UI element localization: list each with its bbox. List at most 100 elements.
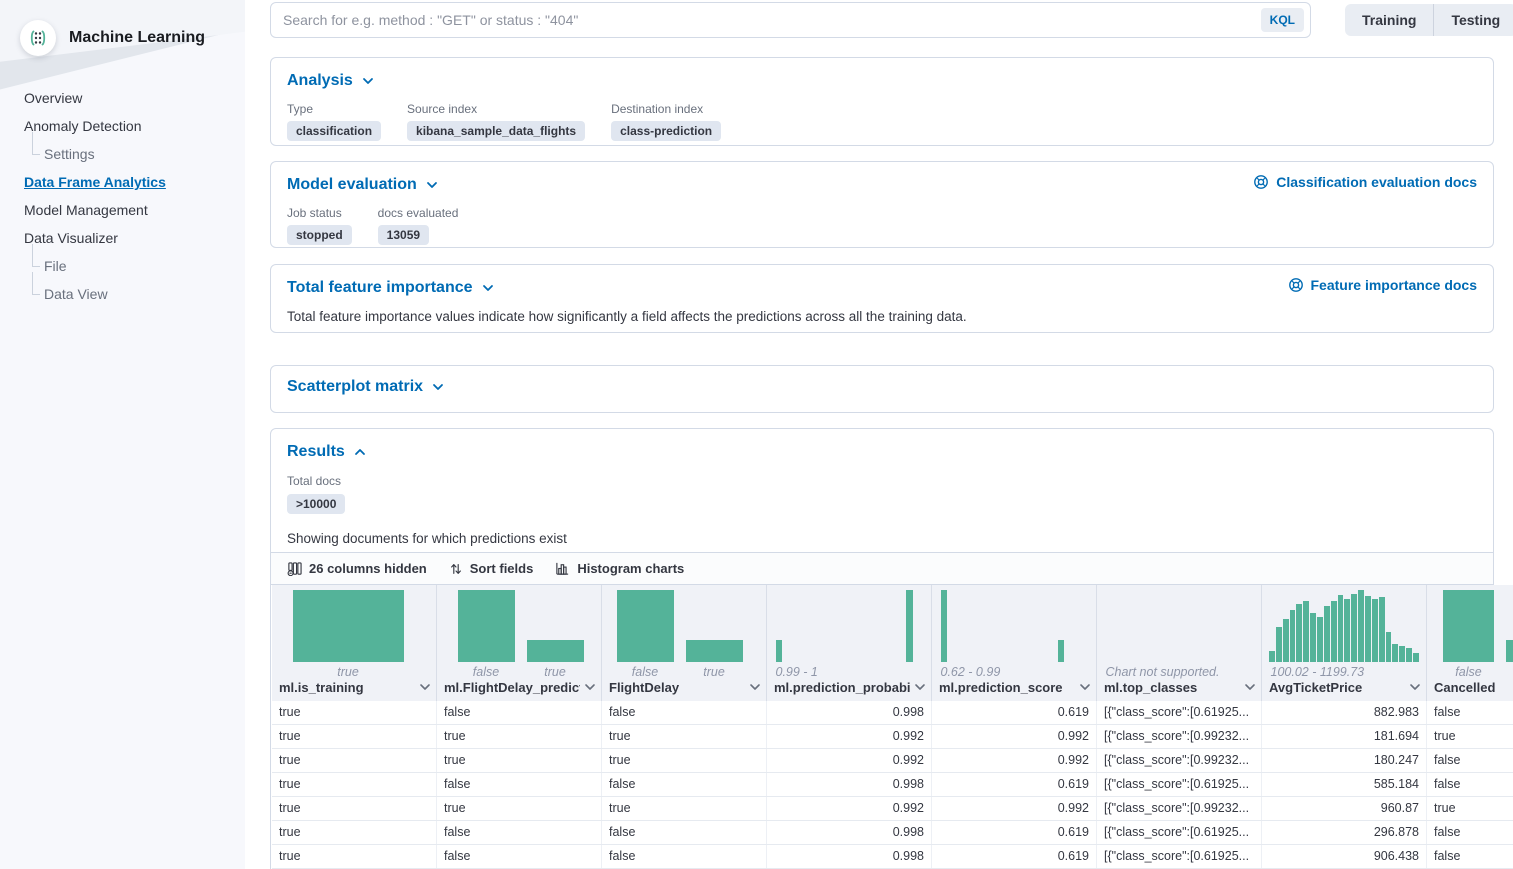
histogram-label: false <box>472 665 500 679</box>
table-cell[interactable]: 0.619 <box>932 845 1097 868</box>
chevron-down-icon <box>426 182 437 188</box>
analysis-accordion-toggle[interactable]: Analysis <box>287 72 374 90</box>
table-cell[interactable]: 0.992 <box>767 725 932 748</box>
table-cell[interactable]: 585.184 <box>1262 773 1427 796</box>
results-accordion-toggle[interactable]: Results <box>287 443 366 461</box>
table-cell[interactable]: 181.694 <box>1262 725 1427 748</box>
sidebar-item-anomaly-detection[interactable]: Anomaly Detection <box>24 118 142 134</box>
table-cell[interactable]: 0.992 <box>767 797 932 820</box>
table-cell[interactable]: false <box>1427 845 1513 868</box>
table-cell[interactable]: [{"class_score":[0.61925... <box>1097 821 1262 844</box>
table-cell[interactable]: false <box>602 821 767 844</box>
table-cell[interactable]: true <box>272 821 437 844</box>
sidebar-item-file[interactable]: File <box>32 244 237 280</box>
column-name-button-ml-is-training[interactable]: ml.is_training <box>279 678 431 696</box>
table-cell[interactable]: 882.983 <box>1262 701 1427 724</box>
histogram-bar <box>906 590 913 662</box>
table-cell[interactable]: 0.998 <box>767 701 932 724</box>
field-docs-evaluated: docs evaluated 13059 <box>377 206 458 245</box>
table-cell[interactable]: true <box>272 701 437 724</box>
table-cell[interactable]: [{"class_score":[0.61925... <box>1097 701 1262 724</box>
column-name-button-ml-flightdelay-predictio[interactable]: ml.FlightDelay_predictio <box>444 678 596 696</box>
column-name-button-flightdelay[interactable]: FlightDelay <box>609 678 761 696</box>
testing-button[interactable]: Testing <box>1433 4 1513 36</box>
table-cell[interactable]: false <box>602 701 767 724</box>
histogram-charts-button[interactable]: Histogram charts <box>547 557 692 580</box>
docs-link-text: Classification evaluation docs <box>1276 174 1477 190</box>
feature-importance-docs-link[interactable]: Feature importance docs <box>1288 277 1477 293</box>
table-cell[interactable]: true <box>437 797 602 820</box>
table-cell[interactable]: true <box>602 797 767 820</box>
field-value-badge: 13059 <box>377 225 430 245</box>
table-cell[interactable]: false <box>437 773 602 796</box>
table-cell[interactable]: 0.619 <box>932 821 1097 844</box>
panel-title-text: Scatterplot matrix <box>287 378 424 395</box>
column-name-button-avgticketprice[interactable]: AvgTicketPrice <box>1269 678 1421 696</box>
table-cell[interactable]: true <box>602 725 767 748</box>
table-cell[interactable]: false <box>437 701 602 724</box>
table-cell[interactable]: [{"class_score":[0.61925... <box>1097 845 1262 868</box>
table-cell[interactable]: 0.992 <box>932 749 1097 772</box>
table-cell[interactable]: [{"class_score":[0.99232... <box>1097 749 1262 772</box>
feature-importance-accordion-toggle[interactable]: Total feature importance <box>287 279 494 297</box>
table-cell[interactable]: false <box>602 773 767 796</box>
field-type: Type classification <box>287 102 382 141</box>
table-cell[interactable]: 0.998 <box>767 845 932 868</box>
table-cell[interactable]: true <box>437 725 602 748</box>
table-cell[interactable]: 0.998 <box>767 821 932 844</box>
table-cell[interactable]: 180.247 <box>1262 749 1427 772</box>
column-histogram <box>279 590 429 662</box>
table-cell[interactable]: 0.619 <box>932 701 1097 724</box>
sidebar-item-model-management[interactable]: Model Management <box>24 202 148 218</box>
table-cell[interactable]: false <box>1427 773 1513 796</box>
table-cell[interactable]: true <box>272 725 437 748</box>
columns-hidden-button[interactable]: 26 columns hidden <box>279 557 435 580</box>
table-cell[interactable]: true <box>437 749 602 772</box>
table-cell[interactable]: 0.619 <box>932 773 1097 796</box>
model-evaluation-accordion-toggle[interactable]: Model evaluation <box>287 176 438 194</box>
table-cell[interactable]: true <box>602 749 767 772</box>
table-cell[interactable]: false <box>602 845 767 868</box>
table-cell[interactable]: true <box>272 773 437 796</box>
table-cell[interactable]: 0.992 <box>767 749 932 772</box>
sidebar-item-data-view[interactable]: Data View <box>32 272 237 308</box>
chevron-down-icon <box>433 384 443 390</box>
table-cell[interactable]: [{"class_score":[0.99232... <box>1097 725 1262 748</box>
table-cell[interactable]: 0.992 <box>932 725 1097 748</box>
table-cell[interactable]: 0.998 <box>767 773 932 796</box>
sidebar-item-overview[interactable]: Overview <box>24 90 83 106</box>
sort-fields-button[interactable]: Sort fields <box>441 557 542 580</box>
classification-evaluation-docs-link[interactable]: Classification evaluation docs <box>1253 174 1477 190</box>
table-cell[interactable]: false <box>1427 749 1513 772</box>
search-input[interactable] <box>283 12 1261 28</box>
training-button[interactable]: Training <box>1362 12 1417 28</box>
table-cell[interactable]: false <box>1427 821 1513 844</box>
table-cell[interactable]: 906.438 <box>1262 845 1427 868</box>
sidebar-item-data-frame-analytics[interactable]: Data Frame Analytics <box>24 174 166 190</box>
table-cell[interactable]: [{"class_score":[0.61925... <box>1097 773 1262 796</box>
table-cell[interactable]: true <box>1427 725 1513 748</box>
table-cell[interactable]: true <box>272 845 437 868</box>
column-name-button-ml-prediction-probabilit[interactable]: ml.prediction_probabilit <box>774 678 926 696</box>
sidebar-item-data-visualizer[interactable]: Data Visualizer <box>24 230 118 246</box>
table-cell[interactable]: 0.992 <box>932 797 1097 820</box>
table-cell[interactable]: true <box>272 797 437 820</box>
table-cell[interactable]: true <box>1427 797 1513 820</box>
table-cell[interactable]: false <box>437 845 602 868</box>
table-cell[interactable]: 960.87 <box>1262 797 1427 820</box>
table-cell[interactable]: 296.878 <box>1262 821 1427 844</box>
column-name-button-ml-prediction-score[interactable]: ml.prediction_score <box>939 678 1091 696</box>
sidebar-item-settings[interactable]: Settings <box>32 132 237 168</box>
scatterplot-accordion-toggle[interactable]: Scatterplot matrix <box>287 378 444 396</box>
table-cell[interactable]: [{"class_score":[0.99232... <box>1097 797 1262 820</box>
field-label: Job status <box>287 206 342 220</box>
table-cell[interactable]: false <box>437 821 602 844</box>
column-name-button-cancelled[interactable]: Cancelled <box>1434 678 1513 696</box>
chevron-down-icon <box>1080 684 1090 690</box>
histogram-labels: 0.99 - 1 <box>774 665 924 681</box>
kql-badge[interactable]: KQL <box>1260 8 1304 32</box>
column-name-button-ml-top-classes[interactable]: ml.top_classes <box>1104 678 1256 696</box>
table-cell[interactable]: false <box>1427 701 1513 724</box>
column-name: ml.top_classes <box>1104 679 1198 695</box>
table-cell[interactable]: true <box>272 749 437 772</box>
